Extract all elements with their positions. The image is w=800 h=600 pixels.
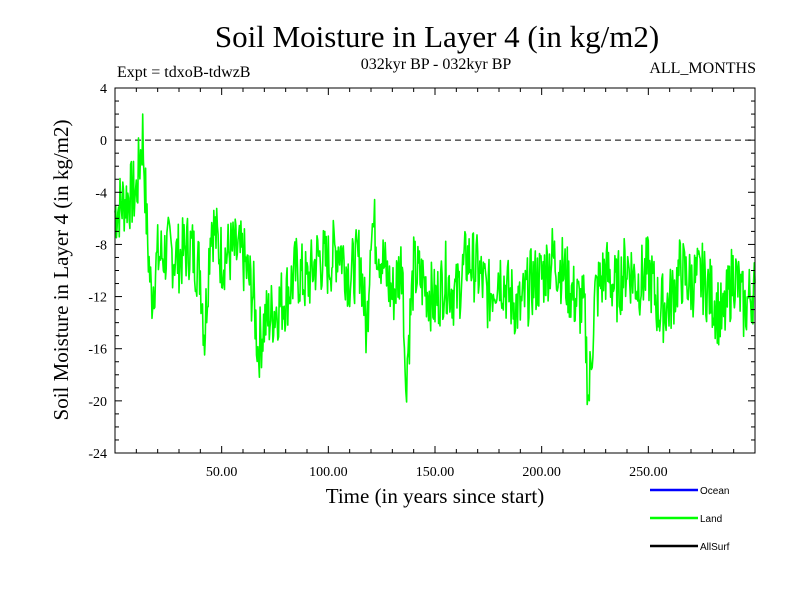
x-tick-label: 50.00 [206,465,238,480]
legend: Ocean Land AllSurf [650,486,730,553]
y-tick-label: -4 [95,186,107,201]
x-axis-label: Time (in years since start) [326,484,545,508]
y-axis-label: Soil Moisture in Layer 4 (in kg/m2) [49,120,73,421]
axes-layer: 50.00 100.00 150.00 200.00 250.00 4 0 -4 -8 -12 -1… [88,82,756,480]
legend-label-allsurf: AllSurf [700,542,730,553]
experiment-label: Expt = tdxoB-tdwzB [117,64,250,81]
x-tick-label: 200.00 [522,465,561,480]
months-label: ALL_MONTHS [649,60,756,77]
y-tick-label: 4 [100,82,107,97]
period-label: 032kyr BP - 032kyr BP [361,56,512,73]
series-line-land [114,113,756,406]
legend-label-land: Land [700,514,722,525]
y-tick-label: -24 [88,447,107,462]
chart-title: Soil Moisture in Layer 4 (in kg/m2) [215,19,659,54]
y-tick-label: 0 [100,134,107,149]
x-tick-label: 100.00 [309,465,348,480]
y-tick-label: -8 [95,238,107,253]
legend-label-ocean: Ocean [700,486,729,497]
y-tick-label: -16 [88,343,107,358]
x-tick-label: 250.00 [629,465,668,480]
y-tick-label: -12 [88,291,107,306]
x-tick-label: 150.00 [416,465,455,480]
series-layer [114,113,756,406]
y-tick-label: -20 [88,395,107,410]
